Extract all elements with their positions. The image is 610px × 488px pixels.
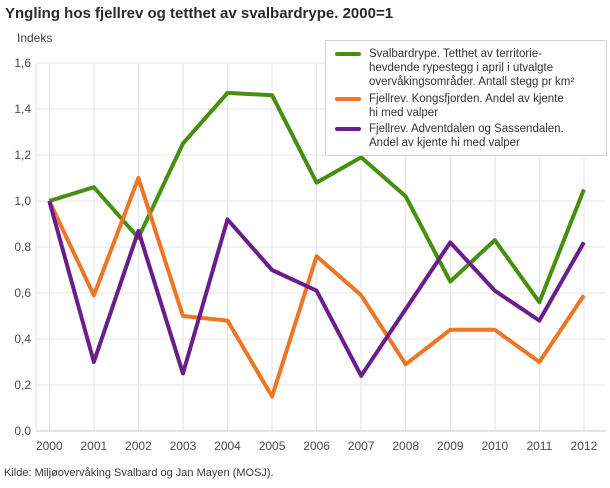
x-tick-label: 2003: [170, 439, 197, 453]
x-tick-label: 2007: [348, 439, 375, 453]
series-line-svalbardrype: [48, 90, 586, 305]
x-tick-label: 2002: [125, 439, 152, 453]
y-tick-label: 1,2: [14, 148, 31, 162]
legend-label-svalbardrype: Svalbardrype. Tetthet av territorie-hevd…: [369, 47, 574, 90]
x-tick-label: 2000: [36, 439, 63, 453]
y-tick-label: 1,6: [14, 56, 31, 70]
x-tick-label: 2012: [571, 439, 598, 453]
legend-swatch-fjellrev-adventdalen-sassendalen: [335, 127, 361, 132]
legend-label-fjellrev-adventdalen-sassendalen: Fjellrev. Adventdalen og Sassendalen. And…: [369, 122, 564, 150]
legend-label-line: hi med valper: [369, 106, 439, 119]
x-tick-label: 2010: [481, 439, 508, 453]
legend-swatch-fjellrev-kongsfjorden: [335, 96, 361, 101]
x-tick-label: 2011: [526, 439, 552, 453]
legend-swatch-svalbardrype: [335, 52, 361, 56]
series-line-fjellrev-adventdalen-sassendalen: [47, 200, 586, 378]
legend-label-fjellrev-kongsfjorden: Fjellrev. Kongsfjorden. Andel av kjente h…: [369, 92, 564, 120]
chart-title: Yngling hos fjellrev og tetthet av svalb…: [5, 5, 394, 22]
x-tick-label: 2009: [437, 439, 464, 453]
series-line-fjellrev-kongsfjorden: [47, 176, 586, 399]
y-tick-label: 0,6: [14, 286, 31, 300]
legend-label-line: Fjellrev. Adventdalen og Sassendalen.: [369, 123, 564, 136]
x-tick-label: 2001: [80, 439, 107, 453]
legend-label-line: Fjellrev. Kongsfjorden. Andel av kjente: [369, 92, 564, 105]
legend-item-fjellrev-kongsfjorden[interactable]: Fjellrev. Kongsfjorden. Andel av kjente h…: [333, 92, 599, 120]
legend-label-line: Andel av kjente hi med valper: [369, 137, 520, 150]
y-tick-label: 0,8: [14, 240, 31, 254]
y-tick-label: 0,2: [14, 378, 31, 392]
legend-label-line: Svalbardrype. Tetthet av territorie-: [369, 48, 543, 60]
y-tick-label: 0,0: [14, 424, 31, 438]
x-tick-label: 2006: [303, 439, 330, 453]
legend-item-svalbardrype[interactable]: Svalbardrype. Tetthet av territorie-hevd…: [333, 47, 599, 90]
x-tick-label: 2005: [259, 439, 286, 453]
legend-item-fjellrev-adventdalen-sassendalen[interactable]: Fjellrev. Adventdalen og Sassendalen. And…: [333, 122, 599, 150]
x-tick-label: 2004: [214, 439, 241, 453]
source-note: Kilde: Miljøovervåking Svalbard og Jan M…: [4, 467, 274, 479]
x-tick-label: 2008: [392, 439, 419, 453]
legend-label-line: overvåkingsområder. Antall stegg pr km²: [369, 76, 575, 89]
y-tick-label: 0,4: [14, 332, 31, 346]
y-axis-title: Indeks: [17, 31, 53, 45]
legend: Svalbardrype. Tetthet av territorie-hevd…: [325, 40, 607, 157]
y-tick-label: 1,0: [14, 194, 31, 208]
y-tick-label: 1,4: [14, 102, 31, 116]
legend-label-line: hevdende rypestegg i april i utvalgte: [369, 62, 554, 75]
